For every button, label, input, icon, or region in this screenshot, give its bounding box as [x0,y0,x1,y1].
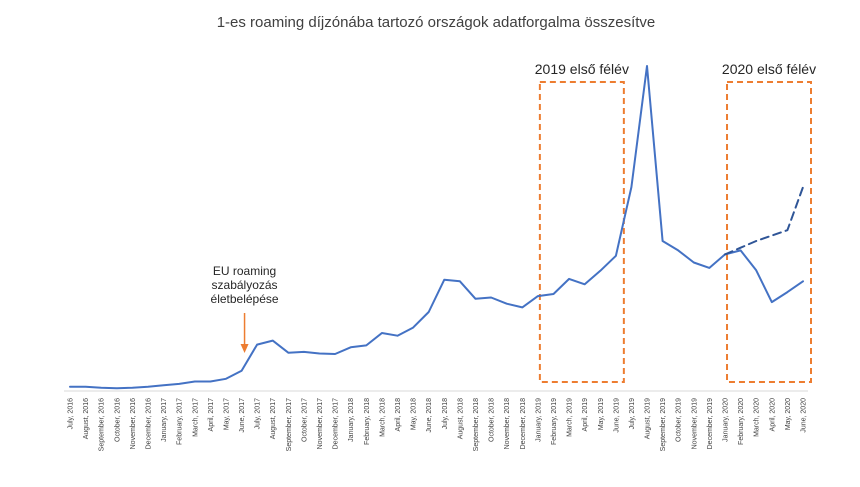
highlight-box-2 [726,81,813,383]
x-tick-label: October, 2017 [301,398,308,442]
x-tick-label: September, 2017 [286,398,293,451]
x-tick-label: December, 2016 [145,398,152,449]
annotation-text-line: életbelépése [211,292,279,306]
x-tick-label: August, 2019 [645,398,652,439]
x-tick-label: September, 2016 [99,398,106,451]
x-tick-label: May, 2019 [598,398,605,430]
x-tick-label: July, 2018 [442,398,449,429]
x-tick-label: February, 2017 [177,398,184,445]
x-tick-label: February, 2019 [551,398,558,445]
x-tick-label: November, 2019 [691,398,698,449]
x-tick-label: May, 2020 [785,398,792,430]
series-line-projected [724,186,804,256]
x-tick-label: April, 2018 [395,398,402,432]
x-tick-label: June, 2017 [239,398,246,433]
x-tick-label: January, 2020 [723,398,730,442]
annotation-arrow-head [240,344,249,353]
highlight-boxes: 2019 első félév 2020 első félév [535,61,816,383]
x-tick-label: November, 2016 [130,398,137,449]
highlight-box-1 [538,81,625,383]
x-tick-label: March, 2019 [567,398,574,437]
x-tick-label: June, 2019 [613,398,620,433]
x-tick-label: October, 2016 [114,398,121,442]
x-tick-label: January, 2018 [348,398,355,442]
chart-title: 1-es roaming díjzónába tartozó országok … [217,14,656,31]
x-tick-label: March, 2017 [192,398,199,437]
annotation-text-line: szabályozás [212,278,278,292]
x-tick-label: April, 2020 [769,398,776,432]
x-tick-label: October, 2018 [489,398,496,442]
x-tick-label: March, 2018 [379,398,386,437]
highlight-box-label: 2019 első félév [535,61,629,77]
x-tick-label: September, 2018 [473,398,480,451]
x-tick-label: January, 2017 [161,398,168,442]
highlight-box-label: 2020 első félév [722,61,816,77]
annotation-text-line: EU roaming [213,264,276,278]
x-tick-labels: July, 2016 August, 2016 September, 2016 Oct… [68,398,808,451]
x-tick-label: October, 2019 [676,398,683,442]
x-tick-label: December, 2017 [333,398,340,449]
series-group [69,65,804,390]
x-tick-label: August, 2017 [270,398,277,439]
series-line-actual [69,65,804,390]
x-tick-label: November, 2017 [317,398,324,449]
x-tick-label: November, 2018 [504,398,511,449]
x-tick-label: February, 2020 [738,398,745,445]
x-tick-label: July, 2017 [255,398,262,429]
x-tick-label: July, 2016 [68,398,75,429]
x-tick-label: March, 2020 [754,398,761,437]
x-tick-label: April, 2019 [582,398,589,432]
x-tick-label: April, 2017 [208,398,215,432]
x-tick-label: May, 2017 [223,398,230,430]
x-tick-label: July, 2019 [629,398,636,429]
x-tick-label: August, 2018 [457,398,464,439]
x-tick-label: August, 2016 [83,398,90,439]
x-tick-label: June, 2020 [801,398,808,433]
x-tick-label: January, 2019 [535,398,542,442]
x-tick-label: June, 2018 [426,398,433,433]
x-tick-label: December, 2019 [707,398,714,449]
x-tick-label: May, 2018 [411,398,418,430]
x-tick-label: February, 2018 [364,398,371,445]
x-tick-label: September, 2019 [660,398,667,451]
x-tick-label: December, 2018 [520,398,527,449]
